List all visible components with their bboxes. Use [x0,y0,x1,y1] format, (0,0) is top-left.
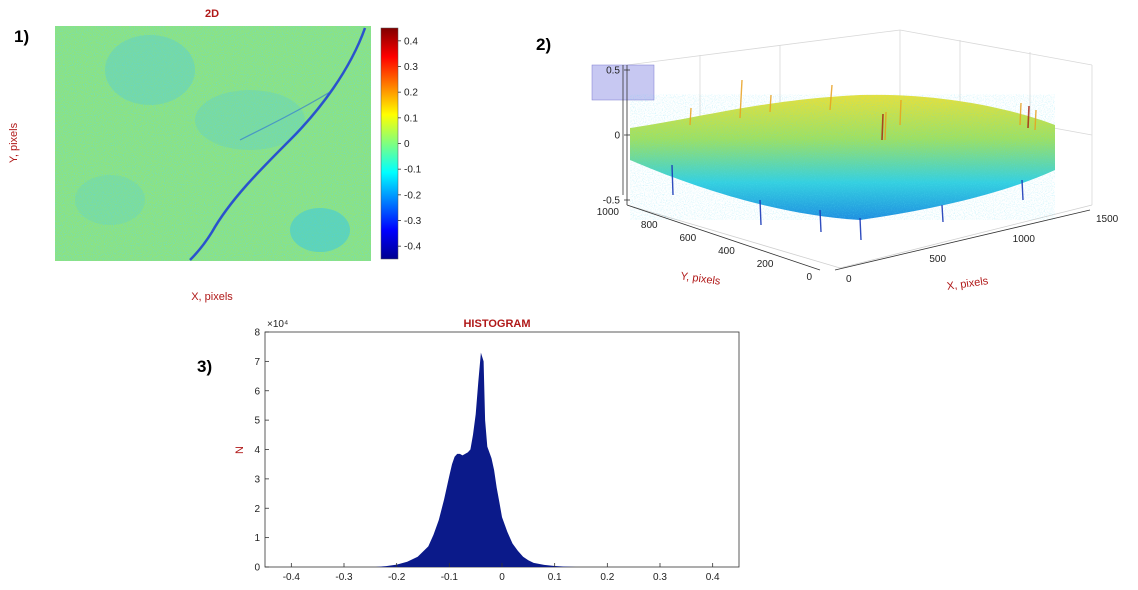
colorbar-tick-label: -0.3 [404,216,422,227]
surface-x-axis [834,209,1091,271]
heatmap-chart: 2D X, pixels Y, pixels 0.4 0.3 0.2 0.1 0 -0.1… [8,8,422,303]
surface-y-tick-label: 0 [806,272,812,283]
histogram-x-tick-label: -0.4 [283,572,301,583]
histogram-x-tick-label: -0.3 [335,572,353,583]
surface-x-tick-label: 1500 [1096,214,1119,225]
colorbar-tick-label: -0.2 [404,190,422,201]
histogram-x-tick-label: 0 [499,572,505,583]
colorbar-tick-label: 0.4 [404,36,418,47]
surface-x-tick-label: 500 [929,254,946,265]
surface-z-ticks: 0.5 0 -0.5 [603,66,630,207]
colorbar-tick-label: -0.4 [404,242,422,253]
surface-y-tick-label: 200 [757,259,774,270]
surface-floor [626,204,1093,269]
heatmap-xlabel: X, pixels [191,291,233,303]
heatmap-ylabel: Y, pixels [8,122,20,163]
histogram-y-tick-label: 8 [254,328,260,339]
histogram-chart: HISTOGRAM -0.4 -0.3 -0.2 -0.1 0 0.1 0.2 0.3 0.4 … [234,318,740,583]
surface-y-tick-label: 800 [641,220,658,231]
colorbar-tick-label: 0.2 [404,88,418,99]
panel-label-2: 2) [536,35,551,54]
histogram-bars [375,352,576,567]
surface-y-axis [626,204,821,271]
heatmap-features [75,27,367,261]
heatmap-title: 2D [205,8,219,20]
colorbar-tick-label: 0 [404,139,410,150]
colorbar-tick-label: -0.1 [404,165,422,176]
histogram-x-tick-label: 0.1 [548,572,562,583]
surface-z-tick-label: -0.5 [603,196,621,207]
histogram-x-ticks: -0.4 -0.3 -0.2 -0.1 0 0.1 0.2 0.3 0.4 [283,563,720,583]
histogram-x-tick-label: -0.2 [388,572,406,583]
surface-z-tick-label: 0.5 [606,66,620,77]
histogram-y-tick-label: 0 [254,563,260,574]
histogram-y-tick-label: 4 [254,445,260,456]
histogram-y-tick-label: 3 [254,474,260,485]
histogram-y-tick-label: 2 [254,504,260,515]
colorbar-tick-label: 0.1 [404,113,418,124]
surface-y-tick-label: 400 [718,246,735,257]
colorbar-tick-label: 0.3 [404,62,418,73]
histogram-x-tick-label: 0.2 [600,572,614,583]
histogram-x-tick-label: 0.3 [653,572,667,583]
histogram-x-tick-label: 0.4 [706,572,720,583]
surface-z-tick-label: 0 [614,131,620,142]
histogram-x-tick-label: -0.1 [441,572,459,583]
surface-x-tick-label: 1000 [1013,234,1036,245]
histogram-y-tick-label: 1 [254,533,260,544]
surface-ylabel: Y, pixels [680,270,722,288]
surface-mesh [630,79,1055,241]
histogram-y-exponent: ×10⁴ [267,319,288,330]
panel-label-1: 1) [14,27,29,46]
surface-xlabel: X, pixels [946,275,989,293]
surface-y-ticks: 1000 800 600 400 200 0 [597,207,813,283]
histogram-ylabel: N [234,446,246,454]
histogram-y-tick-label: 7 [254,357,260,368]
surface-x-ticks: 0 500 1000 1500 [846,214,1119,285]
histogram-title: HISTOGRAM [463,318,530,330]
colorbar-ticks: 0.4 0.3 0.2 0.1 0 -0.1 -0.2 -0.3 -0.4 [398,36,422,253]
panel-label-3: 3) [197,357,212,376]
surface-y-tick-label: 600 [680,233,697,244]
histogram-y-ticks: 0 1 2 3 4 5 6 7 8 [254,328,269,574]
histogram-y-tick-label: 5 [254,416,260,427]
colorbar [380,27,399,260]
surface-y-tick-label: 1000 [597,207,620,218]
surface-x-tick-label: 0 [846,274,852,285]
histogram-y-tick-label: 6 [254,386,260,397]
